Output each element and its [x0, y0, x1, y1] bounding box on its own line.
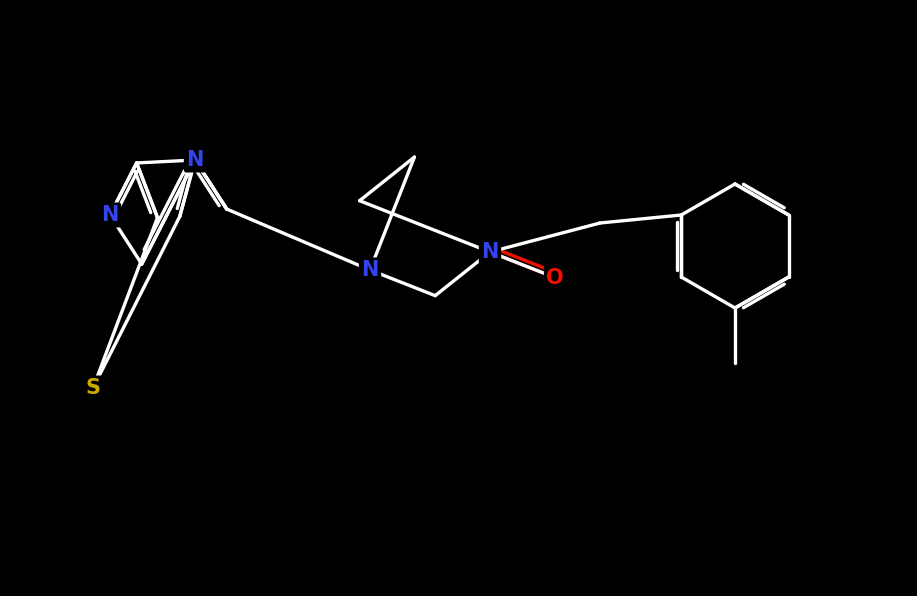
Text: N: N: [101, 205, 118, 225]
Text: N: N: [361, 260, 379, 280]
Text: S: S: [85, 378, 101, 398]
Text: N: N: [186, 150, 204, 170]
Text: O: O: [547, 268, 564, 288]
Text: N: N: [481, 242, 499, 262]
